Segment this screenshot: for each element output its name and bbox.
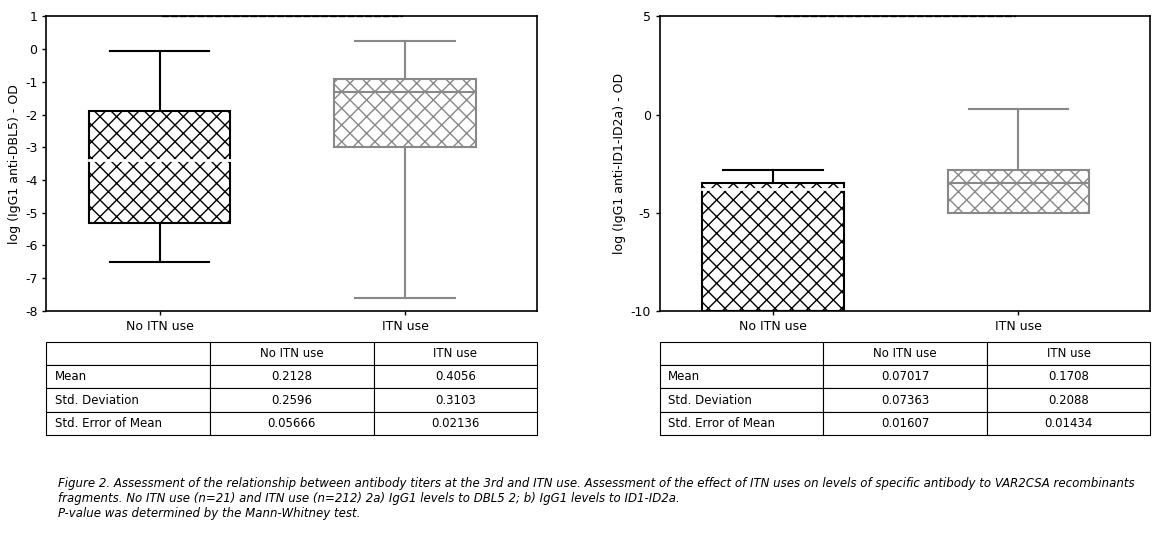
Y-axis label: log (IgG1 anti-ID1-ID2a) - OD: log (IgG1 anti-ID1-ID2a) - OD xyxy=(614,73,626,254)
Bar xyxy=(89,111,230,222)
Bar xyxy=(335,78,475,147)
Y-axis label: log (IgG1 anti-DBL5) - OD: log (IgG1 anti-DBL5) - OD xyxy=(8,84,21,244)
Bar xyxy=(702,183,844,311)
Text: Figure 2. Assessment of the relationship between antibody titers at the 3rd and : Figure 2. Assessment of the relationship… xyxy=(58,477,1134,520)
Bar xyxy=(947,169,1089,213)
